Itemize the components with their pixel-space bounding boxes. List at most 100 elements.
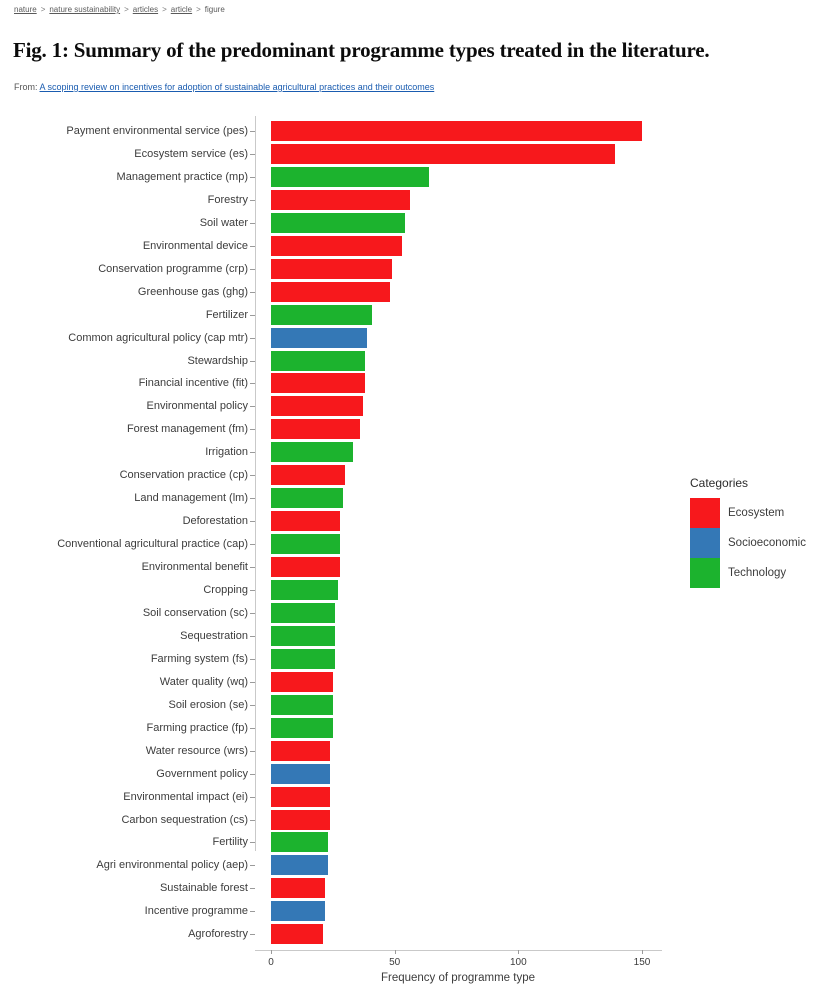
bar: [271, 924, 323, 945]
bar-label: Payment environmental service (pes): [66, 125, 248, 137]
bar-label: Fertility: [212, 836, 248, 849]
bar: [271, 671, 333, 692]
bar: [271, 396, 363, 417]
y-tick: [250, 750, 255, 752]
bar: [271, 121, 642, 141]
legend-entry: Socioeconomic: [690, 528, 806, 558]
bar-label: Environmental device: [142, 239, 248, 252]
source-article-link[interactable]: A scoping review on incentives for adopt…: [39, 82, 435, 92]
bar: [271, 786, 331, 807]
x-tick-label: 150: [633, 957, 651, 968]
bar: [271, 350, 365, 371]
bar: [271, 442, 353, 463]
bar-label: Cropping: [203, 584, 248, 596]
bar: [271, 602, 336, 623]
bar: [271, 855, 328, 876]
y-tick: [250, 222, 255, 224]
y-tick: [250, 268, 255, 270]
bar: [271, 189, 410, 210]
bar: [271, 832, 328, 853]
y-tick: [250, 521, 255, 523]
bar: [271, 327, 368, 348]
bar: [271, 901, 326, 922]
y-tick: [250, 337, 255, 339]
bar: [271, 373, 365, 394]
bar: [271, 419, 361, 440]
bar: [271, 557, 341, 578]
bar-label: Agri environmental policy (aep): [96, 859, 248, 872]
breadcrumb-item-article[interactable]: article: [170, 5, 193, 14]
x-tick-label: 100: [509, 957, 527, 968]
bar-label: Government policy: [156, 767, 248, 780]
y-tick: [250, 796, 255, 798]
bar-label: Financial incentive (fit): [138, 377, 248, 390]
y-tick: [250, 704, 255, 706]
breadcrumb-item-nature-sustainability[interactable]: nature sustainability: [49, 5, 121, 14]
breadcrumb-item-nature[interactable]: nature: [14, 5, 37, 14]
bar: [271, 258, 393, 279]
y-tick: [250, 498, 255, 500]
legend: Categories Ecosystem Socioeconomic Technol…: [690, 476, 806, 588]
bar-label: Forest management (fm): [126, 423, 248, 436]
bar-label: Fertilizer: [205, 308, 248, 321]
bar-label: Deforestation: [182, 515, 248, 528]
y-tick: [250, 452, 255, 454]
y-tick: [250, 727, 255, 729]
bar-label: Carbon sequestration (cs): [121, 813, 248, 826]
y-tick: [250, 176, 255, 178]
x-tick-label: 0: [268, 957, 274, 968]
bar: [271, 166, 430, 187]
breadcrumb-separator: >: [40, 5, 46, 14]
bar-label: Environmental impact (ei): [123, 790, 248, 803]
y-tick: [250, 314, 255, 316]
y-tick: [250, 635, 255, 637]
legend-entry: Technology: [690, 558, 806, 588]
y-tick: [250, 612, 255, 614]
y-tick: [250, 383, 255, 385]
breadcrumb: nature > nature sustainability > articles > ar…: [14, 5, 225, 14]
y-tick: [250, 773, 255, 775]
bar-label: Conservation programme (crp): [98, 262, 248, 275]
y-tick: [250, 865, 255, 867]
legend-swatch-icon: [690, 558, 720, 588]
y-tick: [250, 658, 255, 660]
legend-label: Ecosystem: [728, 507, 785, 519]
bar: [271, 511, 341, 532]
bar-label: Conventional agricultural practice (cap): [57, 538, 248, 551]
bar-label: Stewardship: [187, 354, 248, 367]
y-tick: [250, 544, 255, 546]
bar: [271, 648, 336, 669]
legend-label: Technology: [728, 567, 787, 579]
y-tick: [250, 291, 255, 293]
x-tick: [271, 950, 272, 954]
bar: [271, 878, 326, 899]
y-tick: [250, 888, 255, 890]
bar-label: Greenhouse gas (ghg): [137, 285, 248, 298]
legend-entry: Ecosystem: [690, 498, 806, 528]
y-tick: [250, 567, 255, 569]
bar: [271, 488, 343, 509]
y-tick: [250, 153, 255, 155]
bar: [271, 740, 331, 761]
bar-label: Water resource (wrs): [145, 744, 248, 757]
bar-label: Farming practice (fp): [146, 721, 248, 734]
bar-label: Soil water: [199, 216, 248, 229]
x-tick: [642, 950, 643, 954]
bar: [271, 235, 403, 256]
bar: [271, 465, 346, 486]
bar-label: Soil erosion (se): [168, 698, 248, 711]
bar-label: Conservation practice (cp): [119, 469, 248, 482]
legend-swatch-icon: [690, 498, 720, 528]
y-tick: [250, 819, 255, 821]
bar-label: Incentive programme: [144, 905, 248, 918]
bar: [271, 625, 336, 646]
bar: [271, 281, 390, 302]
bar: [271, 809, 331, 830]
y-tick: [250, 199, 255, 201]
y-tick: [250, 590, 255, 591]
breadcrumb-item-articles[interactable]: articles: [132, 5, 159, 14]
y-tick: [250, 360, 255, 362]
y-tick: [250, 131, 255, 132]
bar: [271, 717, 333, 738]
bar-label: Management practice (mp): [116, 170, 248, 183]
